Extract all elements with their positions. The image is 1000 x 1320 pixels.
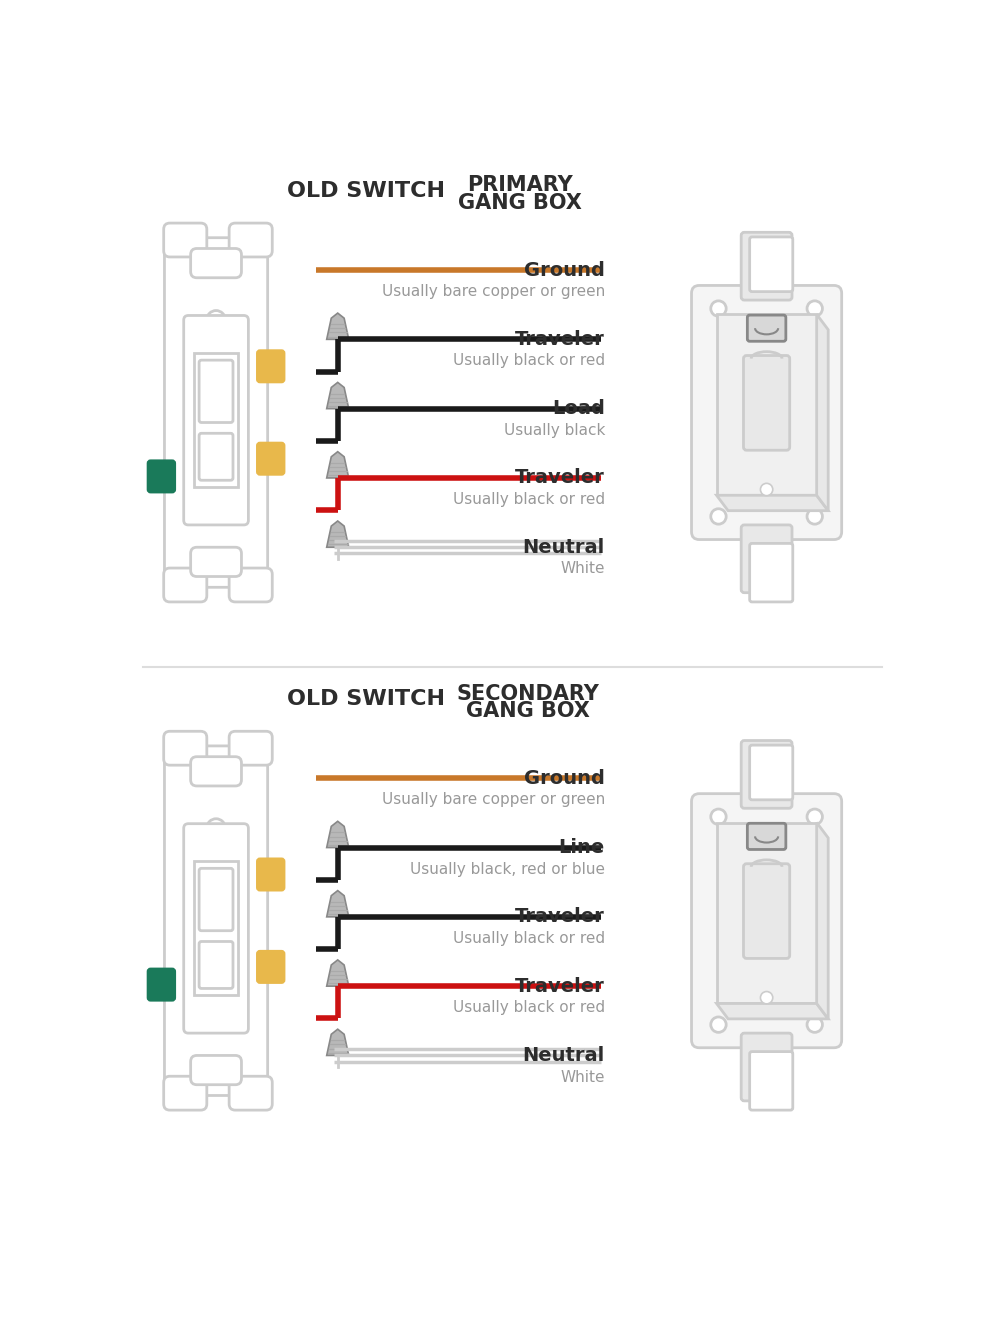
FancyBboxPatch shape (717, 314, 817, 495)
FancyBboxPatch shape (741, 232, 792, 300)
FancyBboxPatch shape (229, 731, 272, 766)
Circle shape (807, 508, 822, 524)
FancyBboxPatch shape (744, 355, 790, 450)
Text: GANG BOX: GANG BOX (458, 193, 582, 213)
Polygon shape (327, 521, 349, 548)
FancyBboxPatch shape (717, 822, 817, 1003)
FancyBboxPatch shape (191, 756, 241, 785)
Polygon shape (327, 313, 349, 339)
FancyBboxPatch shape (741, 1034, 792, 1101)
Text: SECONDARY: SECONDARY (456, 684, 599, 704)
FancyBboxPatch shape (199, 433, 233, 480)
FancyBboxPatch shape (164, 568, 207, 602)
FancyBboxPatch shape (194, 862, 238, 995)
FancyBboxPatch shape (191, 548, 241, 577)
FancyBboxPatch shape (750, 238, 793, 292)
Circle shape (207, 310, 225, 329)
Polygon shape (327, 891, 349, 917)
FancyBboxPatch shape (257, 350, 285, 383)
Polygon shape (817, 314, 828, 511)
Text: Ground: Ground (524, 768, 605, 788)
Text: Traveler: Traveler (515, 977, 605, 995)
Circle shape (758, 843, 767, 853)
Text: Load: Load (552, 399, 605, 418)
Text: Usually black or red: Usually black or red (453, 1001, 605, 1015)
Circle shape (711, 301, 726, 317)
Text: GANG BOX: GANG BOX (466, 701, 590, 721)
Text: OLD SWITCH: OLD SWITCH (287, 689, 445, 709)
Text: Line: Line (559, 838, 605, 857)
Circle shape (807, 809, 822, 825)
Polygon shape (327, 1030, 349, 1056)
FancyBboxPatch shape (164, 746, 268, 1096)
FancyBboxPatch shape (199, 869, 233, 931)
FancyBboxPatch shape (257, 442, 285, 475)
Polygon shape (717, 495, 828, 511)
Text: Usually black or red: Usually black or red (453, 931, 605, 946)
FancyBboxPatch shape (199, 941, 233, 989)
FancyBboxPatch shape (257, 858, 285, 891)
Text: Usually bare copper or green: Usually bare copper or green (382, 284, 605, 300)
FancyBboxPatch shape (257, 950, 285, 983)
Circle shape (758, 335, 767, 345)
Text: OLD SWITCH: OLD SWITCH (287, 181, 445, 201)
Text: White: White (560, 1069, 605, 1085)
FancyBboxPatch shape (229, 568, 272, 602)
FancyBboxPatch shape (191, 1056, 241, 1085)
FancyBboxPatch shape (750, 544, 793, 602)
Polygon shape (817, 822, 828, 1019)
Polygon shape (327, 383, 349, 409)
Text: Traveler: Traveler (515, 907, 605, 927)
FancyBboxPatch shape (229, 223, 272, 257)
FancyBboxPatch shape (148, 461, 175, 492)
FancyBboxPatch shape (741, 525, 792, 593)
FancyBboxPatch shape (184, 824, 248, 1034)
Circle shape (711, 508, 726, 524)
Text: PRIMARY: PRIMARY (467, 176, 573, 195)
FancyBboxPatch shape (747, 824, 786, 850)
Text: White: White (560, 561, 605, 577)
FancyBboxPatch shape (184, 315, 248, 525)
Circle shape (207, 818, 225, 837)
FancyBboxPatch shape (164, 238, 268, 587)
Text: Usually black or red: Usually black or red (453, 354, 605, 368)
Text: Traveler: Traveler (515, 469, 605, 487)
Circle shape (760, 483, 773, 495)
FancyBboxPatch shape (164, 731, 207, 766)
FancyBboxPatch shape (692, 285, 842, 540)
Text: Usually black or red: Usually black or red (453, 492, 605, 507)
Circle shape (807, 1016, 822, 1032)
Text: Usually bare copper or green: Usually bare copper or green (382, 792, 605, 808)
FancyBboxPatch shape (692, 793, 842, 1048)
FancyBboxPatch shape (750, 744, 793, 800)
FancyBboxPatch shape (164, 1076, 207, 1110)
Polygon shape (717, 1003, 828, 1019)
FancyBboxPatch shape (148, 969, 175, 1001)
Text: Usually black, red or blue: Usually black, red or blue (410, 862, 605, 876)
FancyBboxPatch shape (229, 1076, 272, 1110)
Circle shape (807, 301, 822, 317)
Text: Ground: Ground (524, 260, 605, 280)
Text: Neutral: Neutral (523, 1045, 605, 1065)
Text: Usually black: Usually black (504, 422, 605, 438)
FancyBboxPatch shape (744, 863, 790, 958)
FancyBboxPatch shape (199, 360, 233, 422)
FancyBboxPatch shape (741, 741, 792, 808)
FancyBboxPatch shape (191, 248, 241, 277)
Circle shape (760, 991, 773, 1005)
FancyBboxPatch shape (194, 354, 238, 487)
Polygon shape (327, 821, 349, 847)
FancyBboxPatch shape (750, 1052, 793, 1110)
Polygon shape (327, 451, 349, 478)
FancyBboxPatch shape (747, 315, 786, 342)
FancyBboxPatch shape (164, 223, 207, 257)
Circle shape (711, 1016, 726, 1032)
Text: Neutral: Neutral (523, 537, 605, 557)
Circle shape (711, 809, 726, 825)
Text: Traveler: Traveler (515, 330, 605, 348)
Polygon shape (327, 960, 349, 986)
